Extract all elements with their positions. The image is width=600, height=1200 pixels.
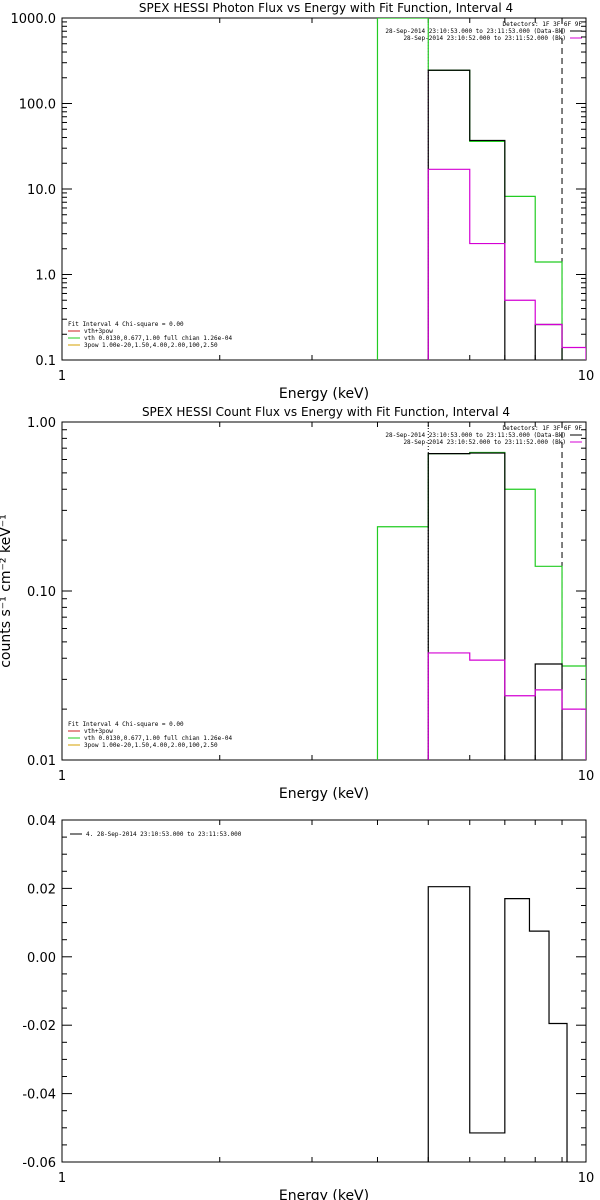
y-tick-label: 1.00 xyxy=(27,416,56,431)
plot-frame xyxy=(61,421,587,761)
legend-entry: 3pow 1.00e-20,1.50,4.00,2.00,100,2.50 xyxy=(84,342,218,349)
y-tick-label: 1.0 xyxy=(35,269,56,284)
x-tick-label: 10 xyxy=(578,769,595,784)
series-line-2 xyxy=(427,69,563,360)
x-axis-label: Energy (keV) xyxy=(279,1188,369,1200)
x-tick-label: 1 xyxy=(58,1171,66,1186)
legend-entry: 28-Sep-2014 23:10:53.000 to 23:11:53.000… xyxy=(385,432,566,439)
legend-entry: vth 0.0130,0.677,1.00 full chian 1.26e-0… xyxy=(84,335,232,342)
legend-bottom-left: Fit Interval 4 Chi-square = 0.00vth+3pow… xyxy=(68,721,232,749)
series-line-1 xyxy=(376,451,586,760)
legend-entry: 4. 28-Sep-2014 23:10:53.000 to 23:11:53.… xyxy=(86,831,242,838)
legend-entry: 28-Sep-2014 23:10:52.000 to 23:11:52.000… xyxy=(403,35,566,42)
series-line-1 xyxy=(376,18,563,360)
chart-panel-2: SPEX HESSI Count Flux vs Energy with Fit… xyxy=(0,405,594,802)
y-tick-label: 1000.0 xyxy=(11,12,57,27)
y-tick-label: 0.02 xyxy=(27,882,56,897)
y-axis-label: counts s⁻¹ cm⁻² keV⁻¹ xyxy=(0,514,14,668)
plot-frame xyxy=(61,17,587,361)
legend-header: Fit Interval 4 Chi-square = 0.00 xyxy=(68,321,184,328)
x-axis-label: Energy (keV) xyxy=(279,786,369,802)
chart-title: SPEX HESSI Count Flux vs Energy with Fit… xyxy=(142,405,510,419)
y-tick-label: 0.00 xyxy=(27,951,56,966)
y-tick-label: 10.0 xyxy=(27,183,56,198)
x-tick-label: 1 xyxy=(58,369,66,384)
x-tick-label: 1 xyxy=(58,769,66,784)
series-line-2 xyxy=(427,452,563,760)
legend-entry: 28-Sep-2014 23:10:52.000 to 23:11:52.000… xyxy=(403,439,566,446)
legend-bottom-left: Fit Interval 4 Chi-square = 0.00vth+3pow… xyxy=(68,321,232,349)
series-group xyxy=(376,451,586,760)
y-tick-label: 0.10 xyxy=(27,585,56,600)
legend-header: Detectors: 1F 3F 6F 9F xyxy=(503,425,583,432)
y-tick-label: -0.04 xyxy=(22,1088,56,1103)
y-tick-label: 0.1 xyxy=(35,354,56,369)
chart-panel-1: SPEX HESSI Photon Flux vs Energy with Fi… xyxy=(11,1,595,402)
legend-entry: vth 0.0130,0.677,1.00 full chian 1.26e-0… xyxy=(84,735,232,742)
series-line-3 xyxy=(427,652,586,760)
legend-entry: vth+3pow xyxy=(84,728,113,735)
x-axis-label: Energy (keV) xyxy=(279,386,369,402)
legend-entry: vth+3pow xyxy=(84,328,113,335)
y-tick-label: -0.06 xyxy=(22,1156,56,1171)
legend-entry: 3pow 1.00e-20,1.50,4.00,2.00,100,2.50 xyxy=(84,742,218,749)
x-tick-label: 10 xyxy=(578,369,595,384)
plot-frame xyxy=(61,819,587,1163)
series-line-1 xyxy=(427,886,568,1162)
series-line-3 xyxy=(427,168,586,360)
y-tick-label: 100.0 xyxy=(19,98,56,113)
legend-header: Detectors: 1F 3F 6F 9F xyxy=(503,21,583,28)
series-group xyxy=(427,886,568,1162)
y-tick-label: 0.04 xyxy=(27,814,56,829)
chart-panel-3: 1 10 -0.06 -0.04 -0.02 0.00 0.02 0.04 Energy (ke… xyxy=(22,814,594,1200)
legend-header: Fit Interval 4 Chi-square = 0.00 xyxy=(68,721,184,728)
legend-entry: 28-Sep-2014 23:10:53.000 to 23:11:53.000… xyxy=(385,28,566,35)
y-tick-label: -0.02 xyxy=(22,1019,56,1034)
y-tick-label: 0.01 xyxy=(27,754,56,769)
chart-title: SPEX HESSI Photon Flux vs Energy with Fi… xyxy=(139,1,513,15)
x-tick-label: 10 xyxy=(578,1171,595,1186)
legend-top-left: 4. 28-Sep-2014 23:10:53.000 to 23:11:53.… xyxy=(70,831,242,838)
series-group xyxy=(376,18,586,360)
